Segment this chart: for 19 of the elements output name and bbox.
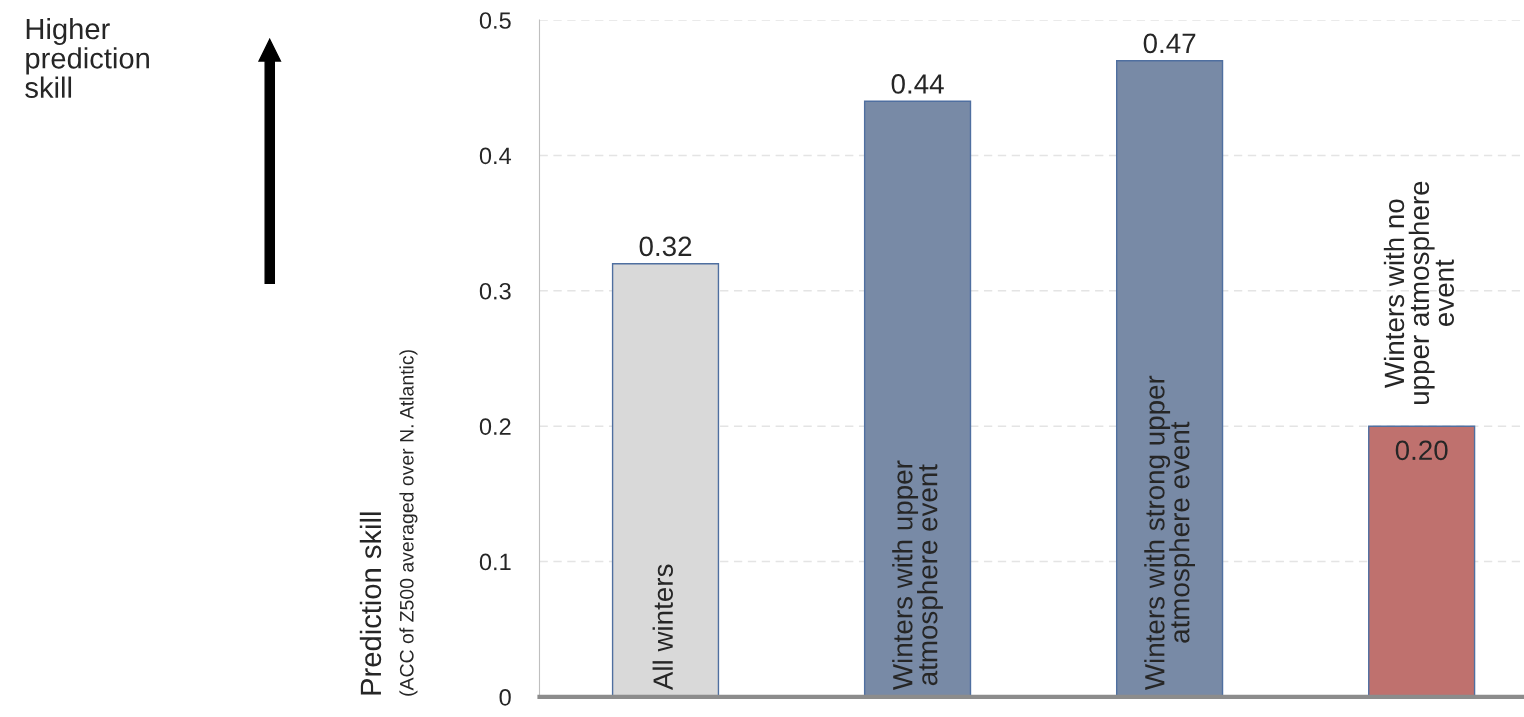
text: Higher prediction skill (25, 17, 149, 98)
y-tick-label: 0 (499, 688, 511, 706)
data-label: 0.32 (639, 236, 692, 257)
bar (1115, 59, 1224, 697)
x-tick-label: Winters with strong upper atmosphere event (1144, 375, 1195, 691)
y-axis-title: Prediction skill (ACC of Z500 averaged over N. Atlantic) (359, 350, 418, 696)
y-tick-label: 0.1 (479, 553, 511, 571)
y-tick-label: 0.3 (479, 282, 511, 300)
bar (1368, 425, 1476, 697)
data-label: 0.47 (1143, 33, 1196, 54)
data-label: 0.44 (891, 74, 944, 94)
bar (863, 100, 972, 697)
x-tick-label: Winters with upper atmosphere event (892, 460, 943, 691)
y-tick-label: 0.5 (479, 12, 511, 29)
x-tick-label: All winters (652, 564, 673, 691)
data-label: 0.20 (1395, 440, 1448, 461)
y-tick-label: 0.2 (479, 418, 511, 435)
y-tick-label: 0.4 (479, 147, 512, 165)
x-tick-label: Winters with no upper atmosphere event (1383, 181, 1454, 405)
